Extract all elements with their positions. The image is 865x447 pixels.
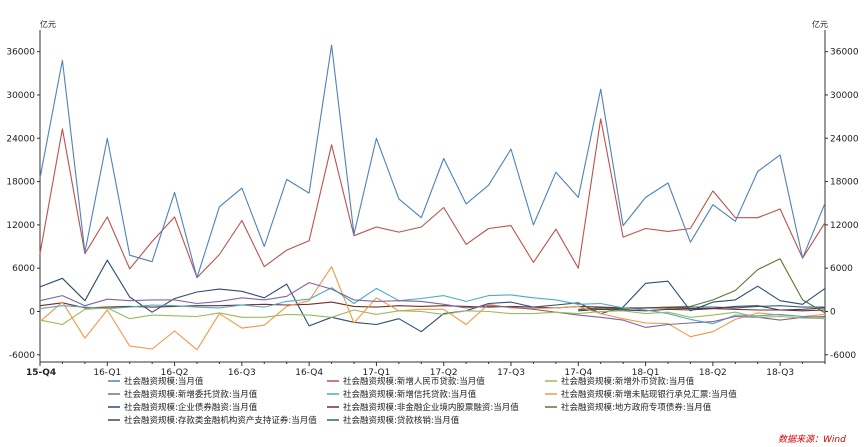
y-tick-label-left: 36000 bbox=[6, 48, 35, 58]
x-tick-label: 17-Q4 bbox=[564, 368, 592, 378]
legend-label-8: 社会融资规模:地方政府专项债券:当月值 bbox=[561, 402, 712, 413]
y-tick-label-right: 12000 bbox=[830, 221, 859, 231]
series-line-6 bbox=[39, 259, 826, 333]
legend: 社会融资规模:当月值 社会融资规模:新增人民币贷款:当月值 社会融资规模:新增外币贷… bbox=[108, 376, 737, 426]
series-line-4 bbox=[39, 287, 826, 325]
x-tick-label: 18-Q2 bbox=[699, 368, 727, 378]
x-tick-label: 16-Q1 bbox=[93, 368, 121, 378]
y-tick-label-right: 18000 bbox=[830, 178, 859, 188]
legend-label-9: 社会融资规模:存款类金融机构资产支持证券:当月值 bbox=[124, 415, 317, 426]
y-tick-label-right: 6000 bbox=[830, 264, 853, 274]
left-axis-unit: 亿元 bbox=[40, 19, 56, 29]
y-tick-label-left: 24000 bbox=[6, 134, 35, 144]
series-line-1 bbox=[39, 118, 826, 279]
y-tick-label-left: 18000 bbox=[6, 178, 35, 188]
y-tick-label-right: 36000 bbox=[830, 48, 859, 58]
series-layer bbox=[39, 44, 826, 351]
y-tick-label-left: 0 bbox=[29, 307, 35, 317]
y-tick-label-right: 0 bbox=[830, 307, 836, 317]
y-tick-label-left: 12000 bbox=[6, 221, 35, 231]
y-tick-label-right: -6000 bbox=[830, 351, 856, 361]
y-tick-label-right: 24000 bbox=[830, 134, 859, 144]
legend-label-5: 社会融资规模:新增未贴现银行承兑汇票:当月值 bbox=[561, 389, 737, 400]
legend-label-6: 社会融资规模:企业债券融资:当月值 bbox=[124, 402, 258, 413]
legend-label-1: 社会融资规模:新增人民币贷款:当月值 bbox=[343, 376, 485, 387]
x-tick-label: 18-Q1 bbox=[632, 368, 660, 378]
legend-label-4: 社会融资规模:新增信托贷款:当月值 bbox=[343, 389, 477, 400]
series-line-8 bbox=[578, 258, 826, 314]
source-note: 数据来源：Wind bbox=[778, 434, 846, 445]
x-tick-label: 17-Q1 bbox=[363, 368, 391, 378]
x-tick-label: 16-Q3 bbox=[228, 368, 256, 378]
x-tick-label: 17-Q3 bbox=[497, 368, 525, 378]
legend-label-10: 社会融资规模:贷款核销:当月值 bbox=[343, 415, 460, 426]
right-axis-unit: 亿元 bbox=[812, 19, 828, 29]
y-tick-label-left: 30000 bbox=[6, 91, 35, 101]
legend-label-0: 社会融资规模:当月值 bbox=[124, 376, 204, 387]
x-tick-label: 18-Q3 bbox=[766, 368, 794, 378]
y-tick-label-left: 6000 bbox=[12, 264, 35, 274]
series-line-7 bbox=[39, 301, 826, 312]
series-line-3 bbox=[39, 282, 826, 328]
series-line-2 bbox=[39, 307, 826, 326]
y-tick-label-left: -6000 bbox=[9, 351, 35, 361]
x-tick-label: 16-Q2 bbox=[161, 368, 189, 378]
x-tick-label: 17-Q2 bbox=[430, 368, 458, 378]
axes: 36000 36000 30000 30000 24000 24000 18000 18000… bbox=[6, 30, 859, 378]
series-line-5 bbox=[39, 266, 826, 351]
legend-label-3: 社会融资规模:新增委托贷款:当月值 bbox=[124, 389, 258, 400]
legend-label-2: 社会融资规模:新增外币贷款:当月值 bbox=[561, 376, 695, 387]
y-tick-label-right: 30000 bbox=[830, 91, 859, 101]
x-tick-label: 16-Q4 bbox=[295, 368, 323, 378]
series-line-0 bbox=[39, 44, 826, 279]
legend-label-7: 社会融资规模:非金融企业境内股票融资:当月值 bbox=[343, 402, 519, 413]
x-tick-label: 15-Q4 bbox=[26, 368, 56, 378]
